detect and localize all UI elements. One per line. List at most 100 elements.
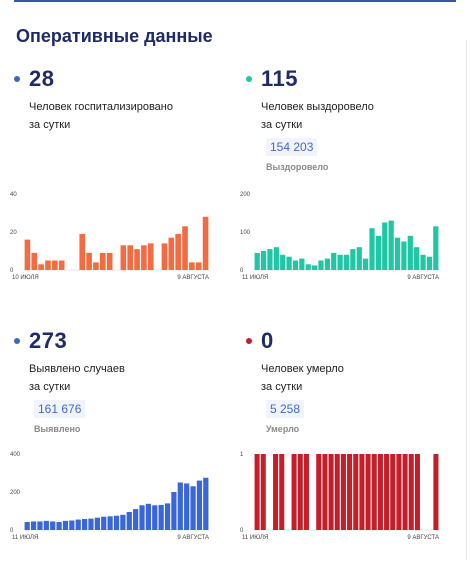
bar xyxy=(93,262,99,270)
bar xyxy=(196,480,203,530)
description-line: за сутки xyxy=(29,381,71,393)
y-tick-label: 0 xyxy=(240,528,244,534)
bar xyxy=(62,520,69,530)
indicator-dot xyxy=(246,338,252,344)
bar xyxy=(382,222,388,270)
bar xyxy=(99,252,106,270)
bar xyxy=(334,454,340,530)
bar xyxy=(292,260,299,270)
bar xyxy=(120,245,127,270)
bar xyxy=(190,486,196,530)
bar xyxy=(273,454,279,530)
deaths-chart: 0 1 11 ИЮЛЯ 9 АВГУСТА xyxy=(240,452,439,541)
bar xyxy=(24,239,31,270)
bar xyxy=(305,264,311,270)
bar xyxy=(279,454,285,530)
bar xyxy=(141,245,147,270)
hospitalized-panel: 28 Человек госпитализировано за сутки xyxy=(14,66,229,316)
detected-chart: 0 200 400 11 ИЮЛЯ 9 АВГУСТА xyxy=(10,452,209,541)
y-tick-label: 0 xyxy=(240,268,244,274)
bar xyxy=(337,254,343,270)
top-divider xyxy=(14,0,456,2)
bar xyxy=(58,260,65,270)
description-line: Человек выздоровело xyxy=(261,101,374,113)
bar xyxy=(303,454,309,530)
bar xyxy=(31,252,38,270)
x-end-label: 9 АВГУСТА xyxy=(407,275,439,281)
bar xyxy=(152,505,158,530)
bar xyxy=(195,262,202,270)
bar xyxy=(52,260,58,270)
bar xyxy=(75,519,81,530)
x-start-label: 11 ИЮЛЯ xyxy=(242,535,268,541)
y-tick-label: 1 xyxy=(240,452,244,458)
bar xyxy=(101,516,107,530)
bar xyxy=(171,492,177,530)
description-line: Выявлено случаев xyxy=(29,363,125,375)
bar xyxy=(113,515,120,530)
recovered-total: 154 203 xyxy=(266,138,318,156)
bar xyxy=(407,235,413,270)
page-title: Оперативные данные xyxy=(16,26,213,46)
bar xyxy=(267,249,273,270)
bar xyxy=(414,247,420,270)
bar xyxy=(24,522,30,530)
bar xyxy=(134,249,140,270)
bar xyxy=(158,504,164,530)
bar xyxy=(177,482,183,530)
bar xyxy=(433,226,439,270)
bar xyxy=(203,477,209,530)
bar xyxy=(377,454,383,530)
detected-panel: 273 Выявлено случаев за сутки 161 676 Вы… xyxy=(14,328,229,574)
description-line: за сутки xyxy=(261,381,303,393)
bar xyxy=(189,262,195,270)
bar xyxy=(86,252,92,270)
bar xyxy=(88,518,94,530)
bar xyxy=(350,249,356,270)
recovered-panel: 115 Человек выздоровело за сутки 154 203… xyxy=(246,66,461,316)
indicator-dot xyxy=(246,76,252,82)
bar xyxy=(69,520,75,530)
bar xyxy=(164,503,171,530)
bar xyxy=(133,509,139,530)
deaths-total-label: Умерло xyxy=(266,424,300,434)
bar xyxy=(371,454,377,530)
bar xyxy=(343,254,350,270)
bar xyxy=(107,516,113,530)
bar xyxy=(273,247,279,270)
bar xyxy=(384,454,390,530)
bar xyxy=(291,454,297,530)
indicator-dot xyxy=(14,338,20,344)
bar xyxy=(120,514,126,530)
bar xyxy=(94,517,100,530)
bar xyxy=(299,258,305,270)
bar xyxy=(328,454,334,530)
bar xyxy=(106,252,113,270)
bar xyxy=(127,245,134,270)
bar xyxy=(260,454,266,530)
bar xyxy=(388,220,394,270)
bar xyxy=(147,243,154,270)
bar xyxy=(145,503,152,530)
bar xyxy=(56,522,62,530)
bar xyxy=(331,252,337,270)
y-tick-label: 400 xyxy=(10,452,21,458)
y-tick-label: 0 xyxy=(10,268,14,274)
detected-number: 273 xyxy=(29,328,68,353)
bar xyxy=(322,454,328,530)
bar xyxy=(126,511,132,530)
recovered-total-label: Выздоровело xyxy=(266,162,329,172)
bar xyxy=(365,454,371,530)
bar xyxy=(426,256,433,270)
description-line: за сутки xyxy=(261,119,303,131)
bar xyxy=(30,521,37,530)
description-line: за сутки xyxy=(29,119,71,131)
deaths-description: Человек умерло за сутки xyxy=(261,360,446,396)
bar xyxy=(359,454,365,530)
detected-description: Выявлено случаев за сутки xyxy=(29,360,214,396)
right-edge-line xyxy=(466,40,467,560)
bar xyxy=(79,233,86,270)
recovered-number: 115 xyxy=(261,66,298,91)
bar xyxy=(316,454,322,530)
bar xyxy=(297,454,303,530)
